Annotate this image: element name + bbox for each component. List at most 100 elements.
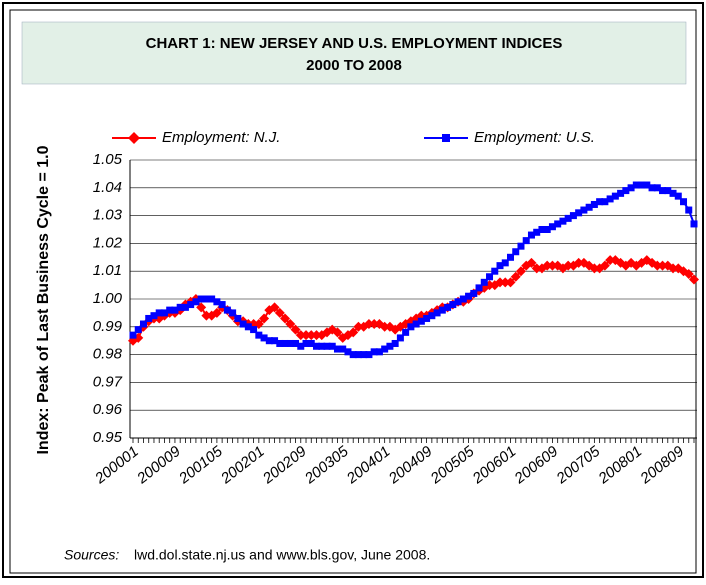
data-point [590,200,598,208]
y-tick-label: 1.04 [93,179,122,196]
data-point [402,328,410,336]
data-point [269,302,280,313]
data-point [611,192,619,200]
data-point [259,313,270,324]
data-point [328,342,336,350]
data-point [244,323,252,331]
data-point [281,339,289,347]
data-point [438,306,446,314]
data-point [428,312,436,320]
data-point [333,345,341,353]
data-point [496,262,504,270]
data-point [290,324,301,335]
data-point [166,306,174,314]
data-point [622,187,630,195]
y-tick-label: 1.05 [93,151,123,168]
y-tick-label: 1.00 [93,290,123,307]
data-point [575,209,583,217]
data-point [638,181,646,189]
data-point [407,323,415,331]
y-axis-label: Index: Peak of Last Business Cycle = 1.0 [35,145,52,454]
data-point [211,307,222,318]
chart-title: CHART 1: NEW JERSEY AND U.S. EMPLOYMENT … [146,35,563,52]
data-point [276,339,284,347]
data-point [486,273,494,281]
data-point [444,303,452,311]
data-point [506,253,514,261]
data-point [606,195,614,203]
data-point [176,303,184,311]
legend-marker [442,134,450,142]
y-tick-label: 0.98 [93,346,123,363]
data-point [680,198,688,206]
data-point [683,268,694,279]
data-point [250,326,258,334]
data-point [301,330,312,341]
data-point [538,226,546,233]
legend-label: Employment: U.S. [474,129,595,146]
data-point [601,198,609,206]
data-point [533,228,541,236]
data-point [690,220,698,228]
data-point [515,266,526,277]
data-point [547,260,558,271]
data-point [605,255,616,266]
data-point [465,292,473,300]
data-point [596,198,604,206]
data-point [129,331,137,339]
data-point [470,289,478,297]
data-point [664,187,672,195]
data-point [627,184,635,192]
data-point [674,192,682,200]
data-point [500,277,511,288]
data-point [417,317,425,325]
data-point [527,231,535,239]
data-point [559,217,567,225]
data-point [653,184,661,192]
data-point [344,348,352,356]
outer-frame [2,2,704,578]
data-point [375,348,383,356]
data-point [396,334,404,342]
data-point [554,220,562,228]
data-point [208,295,216,303]
data-point [510,271,521,282]
data-point [617,189,625,197]
data-point [379,321,390,332]
data-point [311,330,322,341]
data-point [580,206,588,214]
data-point [531,263,542,274]
data-point [229,309,237,317]
data-point [491,267,499,275]
legend-marker [128,132,140,144]
data-point [286,339,294,347]
data-point [181,303,189,311]
data-point [302,339,310,347]
data-point [295,330,306,341]
data-point [369,319,380,330]
data-point [689,274,699,285]
data-point [454,298,462,306]
data-point [573,257,584,268]
data-point [265,337,273,345]
data-point [307,339,315,347]
data-point [652,260,663,271]
data-point [171,306,179,314]
data-point [160,309,168,317]
y-tick-label: 0.96 [93,401,123,418]
data-point [632,181,640,189]
data-point [522,237,530,245]
data-point [360,351,368,359]
data-point [213,298,221,306]
data-point [353,321,364,332]
data-point [354,351,362,359]
data-point [192,298,200,306]
data-point [589,263,600,274]
data-point [501,259,509,267]
data-point [150,312,158,320]
data-point [201,310,212,321]
data-point [332,327,343,338]
data-point [517,242,525,250]
data-point [643,181,651,189]
data-point [297,342,305,350]
